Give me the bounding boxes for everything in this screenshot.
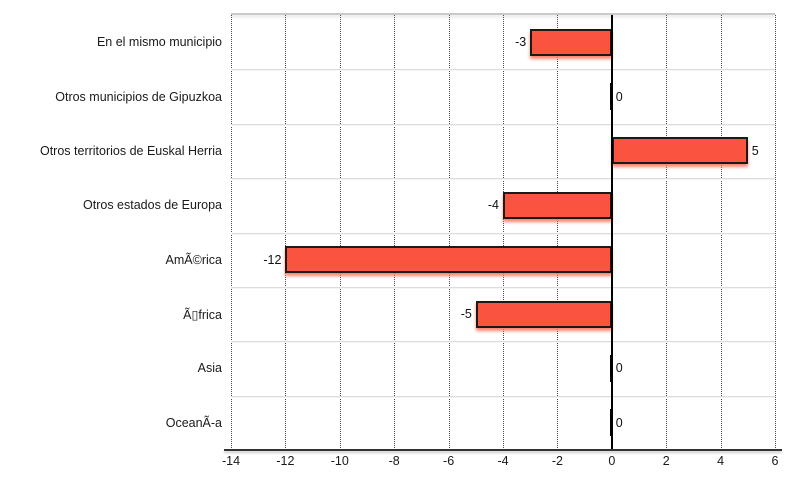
value-label: -5 [460,307,472,322]
band-separator [231,286,775,288]
value-label: 0 [615,415,623,430]
category-label: AmÃ©rica [165,252,222,267]
band-separator [231,232,775,234]
zero-value-bar [610,354,614,382]
bar [530,28,612,56]
value-label: 5 [751,143,759,158]
x-tick-label: -6 [443,454,455,468]
value-label: -3 [515,35,527,50]
plot-area: -3 0 5 -4 -12 -5 0 0 [231,13,776,450]
bar [503,191,612,219]
category-label: Ã▯frica [183,307,222,322]
category-label: Otros estados de Europa [83,198,222,213]
x-axis-tick-labels: -14 -12 -10 -8 -6 -4 -2 0 2 4 6 [0,454,800,474]
category-label: OceanÃ-a [165,415,222,430]
x-tick-label: 2 [662,454,670,468]
x-axis-line [224,449,782,451]
x-tick-label: -14 [221,454,241,468]
category-axis: En el mismo municipio Otros municipios de… [0,15,231,450]
band-separator [231,395,775,397]
bar [611,137,748,165]
band-separator [231,178,775,180]
x-tick-label: 4 [717,454,725,468]
x-tick-label: -12 [276,454,295,468]
zero-axis-line [610,15,613,450]
band-separator [231,123,775,125]
x-tick-label: 6 [771,454,779,468]
value-label: 0 [615,89,623,104]
x-tick-label: -10 [330,454,349,468]
x-tick-label: -4 [497,454,509,468]
x-tick-label: -8 [388,454,400,468]
bar [475,300,612,328]
band-separator [231,341,775,343]
x-tick-label: -2 [551,454,563,468]
value-label: 0 [615,361,623,376]
x-tick-label: 0 [608,454,616,468]
value-label: -4 [487,198,499,213]
category-label: Asia [197,361,222,376]
zero-value-bar [610,83,614,111]
value-label: -12 [263,252,282,267]
category-label: En el mismo municipio [96,35,222,50]
gridline [775,15,776,450]
category-label: Otros territorios de Euskal Herria [39,143,222,158]
band-separator [231,69,775,71]
plot-top-border [231,13,775,15]
zero-value-bar [610,409,614,437]
bar [285,246,612,274]
category-label: Otros municipios de Gipuzkoa [55,89,222,104]
